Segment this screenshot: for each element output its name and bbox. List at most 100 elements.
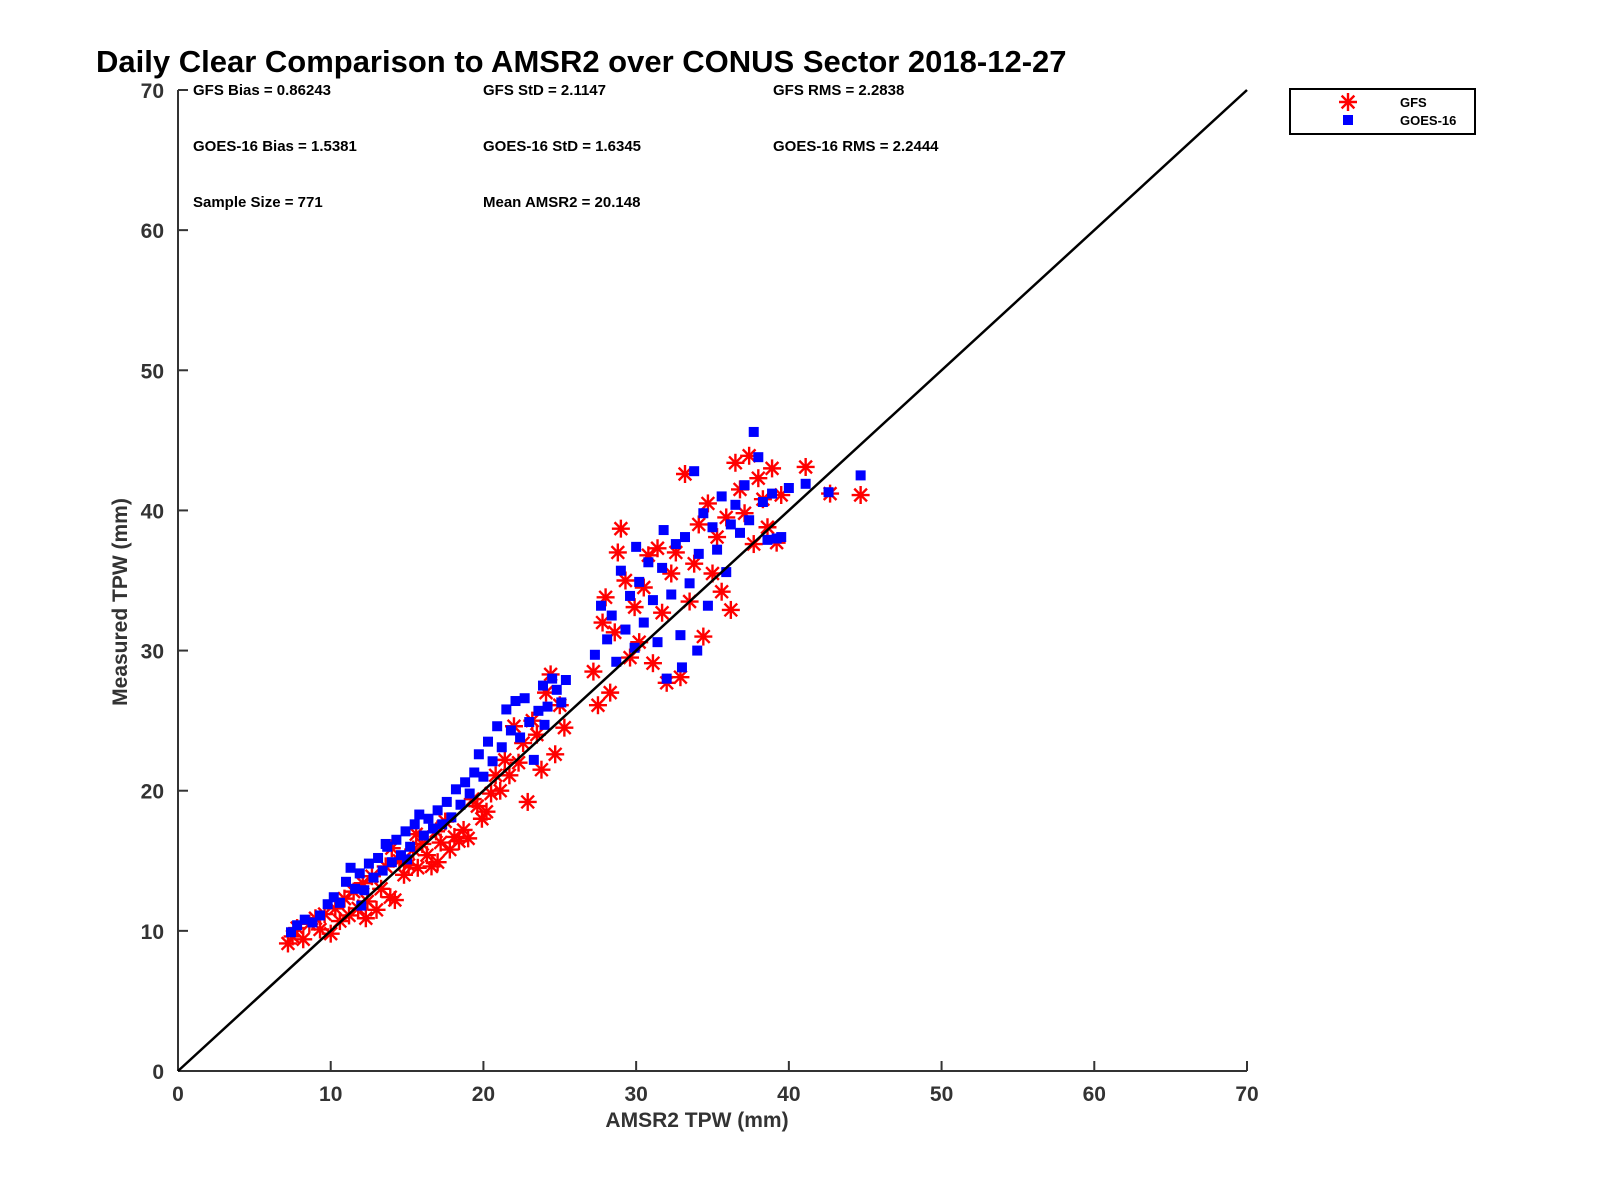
goes-16-point	[473, 749, 484, 760]
goes-16-point	[631, 541, 642, 552]
goes-16-point	[675, 630, 686, 641]
legend-label-gfs: GFS	[1400, 95, 1427, 110]
goes-16-point	[712, 544, 723, 555]
goes-16-point	[441, 796, 452, 807]
goes-16-point	[524, 717, 535, 728]
goes-16-point	[533, 705, 544, 716]
y-tick-label: 30	[141, 641, 164, 664]
goes-16-point	[725, 519, 736, 530]
goes-16-point	[721, 567, 732, 578]
x-tick-label: 70	[1235, 1083, 1258, 1106]
goes-16-point	[757, 497, 768, 508]
gfs-point	[294, 930, 313, 949]
goes-16-point	[322, 899, 333, 910]
legend-box	[1289, 88, 1476, 135]
goes-16-point	[400, 826, 411, 837]
gfs-point	[643, 654, 662, 673]
goes-16-point	[386, 857, 397, 868]
goes-16-point	[676, 662, 687, 673]
gfs-point	[689, 515, 708, 534]
one-to-one-line	[177, 89, 1248, 1072]
goes-16-point	[377, 865, 388, 876]
goes-16-point	[469, 767, 480, 778]
goes-16-point	[395, 850, 406, 861]
gfs-point	[611, 519, 630, 538]
y-tick-label: 20	[141, 781, 164, 804]
goes-16-point	[292, 920, 303, 931]
goes-16-point	[748, 426, 759, 437]
gfs-point	[321, 924, 340, 943]
stat-gfs-rms: GFS RMS = 2.2838	[773, 82, 904, 99]
goes-16-point	[542, 701, 553, 712]
legend-goes-16-square	[1343, 115, 1353, 125]
stat-goes-std: GOES-16 StD = 1.6345	[483, 138, 641, 155]
goes-16-point	[615, 565, 626, 576]
goes-16-point	[368, 872, 379, 883]
gfs-point	[758, 518, 777, 537]
y-tick-label: 70	[141, 80, 164, 103]
goes-16-point	[340, 876, 351, 887]
gfs-point	[653, 603, 672, 622]
goes-16-point	[776, 532, 787, 543]
gfs-point	[408, 858, 427, 877]
gfs-point	[477, 802, 496, 821]
goes-16-point	[428, 823, 439, 834]
goes-16-point	[350, 883, 361, 894]
goes-16-point	[359, 885, 370, 896]
gfs-point	[518, 792, 537, 811]
goes-16-point	[328, 892, 339, 903]
legend-label-goes-16: GOES-16	[1400, 113, 1456, 128]
x-tick-label: 60	[1083, 1083, 1106, 1106]
gfs-point	[555, 718, 574, 737]
gfs-point	[648, 539, 667, 558]
goes-16-point	[629, 642, 640, 653]
x-tick-label: 0	[172, 1083, 184, 1106]
gfs-point	[440, 840, 459, 859]
y-axis-label: Measured TPW (mm)	[109, 498, 132, 706]
x-tick-label: 40	[777, 1083, 800, 1106]
goes-16-point	[483, 736, 494, 747]
gfs-point	[608, 543, 627, 562]
goes-16-point	[450, 784, 461, 795]
goes-16-point	[510, 696, 521, 707]
gfs-point	[356, 909, 375, 928]
gfs-point	[588, 696, 607, 715]
goes-16-point	[551, 684, 562, 695]
goes-16-point	[753, 452, 764, 463]
stat-gfs-bias: GFS Bias = 0.86243	[193, 82, 331, 99]
goes-16-point	[515, 732, 526, 743]
goes-16-point	[638, 617, 649, 628]
goes-16-point	[363, 858, 374, 869]
goes-16-point	[666, 589, 677, 600]
goes-16-point	[345, 862, 356, 873]
goes-16-point	[634, 576, 645, 587]
chart-title: Daily Clear Comparison to AMSR2 over CON…	[96, 44, 1067, 79]
gfs-point	[500, 766, 519, 785]
x-axis-ticks: 0 10 20 30 40 50 60 70	[172, 1061, 1259, 1106]
gfs-point	[749, 469, 768, 488]
stat-goes-rms: GOES-16 RMS = 2.2444	[773, 138, 939, 155]
goes-16-point	[492, 721, 503, 732]
goes-16-point	[693, 548, 704, 559]
gfs-point	[431, 833, 450, 852]
x-tick-label: 30	[624, 1083, 647, 1106]
goes-16-point	[762, 534, 773, 545]
goes-16-point	[589, 649, 600, 660]
goes-16-point	[800, 478, 811, 489]
goes-16-point	[652, 637, 663, 648]
gfs-point	[491, 781, 510, 800]
goes-16-point	[661, 673, 672, 684]
goes-16-point	[620, 624, 631, 635]
goes-16-point	[670, 539, 681, 550]
goes-16-point	[315, 910, 326, 921]
gfs-point	[546, 745, 565, 764]
goes-16-point	[730, 499, 741, 510]
gfs-point	[721, 600, 740, 619]
gfs-point	[385, 891, 404, 910]
goes-16-point	[767, 488, 778, 499]
goes-16-series	[286, 426, 866, 938]
gfs-point	[532, 760, 551, 779]
gfs-point	[694, 627, 713, 646]
goes-16-point	[307, 917, 318, 928]
goes-16-point	[539, 719, 550, 730]
